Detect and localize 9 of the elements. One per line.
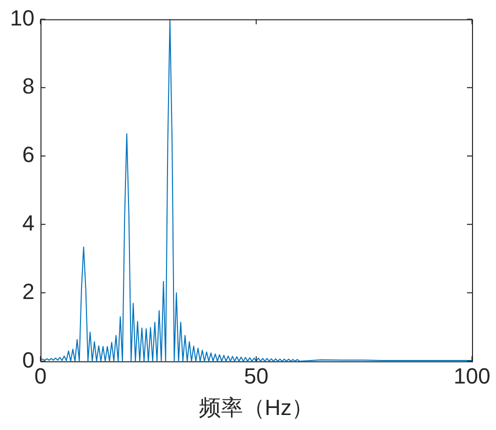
y-tick-label: 2: [22, 278, 34, 304]
y-tick-label: 0: [22, 347, 34, 372]
x-tick-label: 50: [244, 363, 268, 388]
y-tick-label: 8: [22, 74, 34, 99]
x-tick-label: 100: [454, 363, 490, 388]
y-tick-label: 4: [22, 210, 34, 236]
y-tick-label: 6: [22, 142, 34, 168]
y-tick-label: 10: [10, 5, 34, 30]
x-axis-title: 频率（Hz）: [198, 394, 314, 420]
